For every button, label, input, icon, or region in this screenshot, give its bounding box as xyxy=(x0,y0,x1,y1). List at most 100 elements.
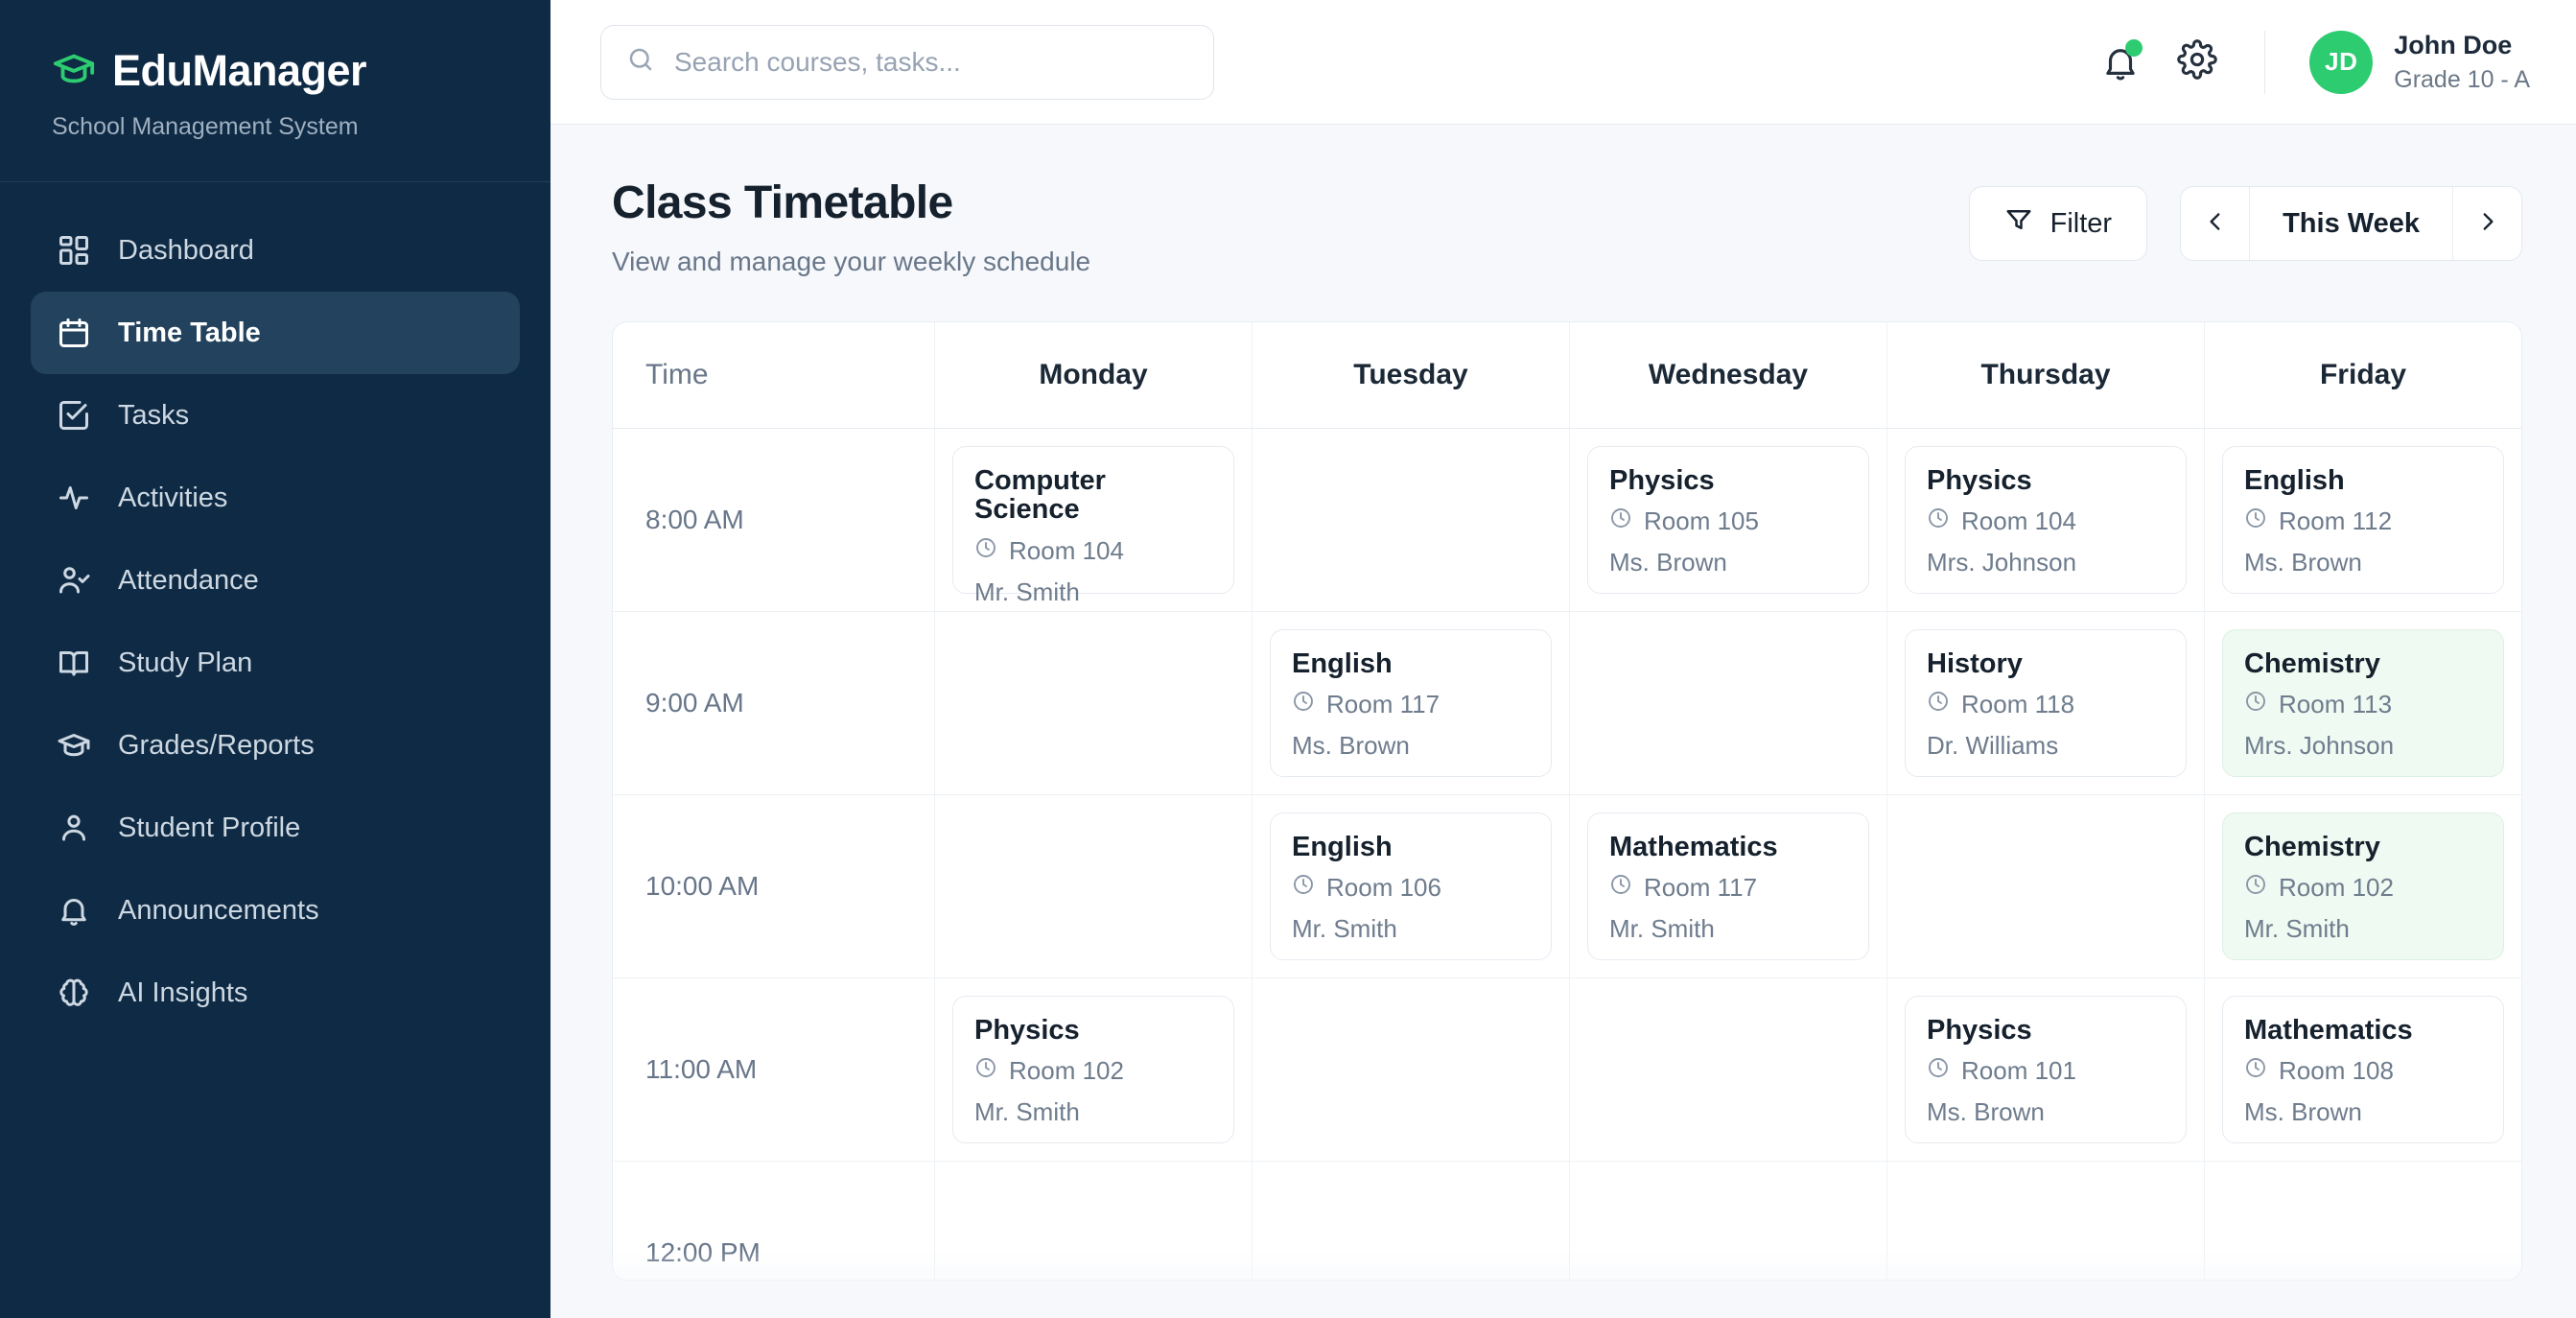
class-card[interactable]: English Room 117 Ms. Brown xyxy=(1270,629,1552,777)
timetable-header-time: Time xyxy=(613,322,935,428)
class-card[interactable]: Physics Room 101 Ms. Brown xyxy=(1905,996,2187,1143)
timetable-header-thursday: Thursday xyxy=(1887,322,2205,428)
gear-icon xyxy=(2177,39,2218,84)
sidebar-item-announcements[interactable]: Announcements xyxy=(31,869,520,952)
sidebar-item-ai-insights[interactable]: AI Insights xyxy=(31,952,520,1034)
timetable-cell: Computer Science Room 104 Mr. Smith xyxy=(935,429,1253,611)
search-box[interactable] xyxy=(600,24,1214,100)
timetable-cell: Physics Room 101 Ms. Brown xyxy=(1887,978,2205,1161)
clock-icon xyxy=(1609,873,1632,903)
brain-icon xyxy=(56,975,92,1011)
sidebar-item-tasks[interactable]: Tasks xyxy=(31,374,520,457)
class-room-label: Room 102 xyxy=(2279,873,2394,903)
sidebar-item-label: Student Profile xyxy=(118,812,301,843)
class-card[interactable]: English Room 106 Mr. Smith xyxy=(1270,812,1552,960)
sidebar-item-label: Grades/Reports xyxy=(118,729,315,761)
timetable-cell: Chemistry Room 102 Mr. Smith xyxy=(2205,795,2521,977)
class-room-label: Room 108 xyxy=(2279,1056,2394,1086)
class-teacher: Mr. Smith xyxy=(974,577,1080,606)
sidebar-item-student-profile[interactable]: Student Profile xyxy=(31,787,520,869)
week-label[interactable]: This Week xyxy=(2283,207,2420,239)
clock-icon xyxy=(1292,873,1315,903)
timetable-cell xyxy=(935,1162,1253,1280)
class-teacher: Mrs. Johnson xyxy=(2244,731,2395,761)
search-input[interactable] xyxy=(674,46,1188,78)
class-subject: Mathematics xyxy=(1609,832,1778,862)
class-card[interactable]: Mathematics Room 117 Mr. Smith xyxy=(1587,812,1869,960)
brand-tagline: School Management System xyxy=(52,113,359,140)
class-subject: Physics xyxy=(974,1015,1080,1046)
clock-icon xyxy=(974,1056,997,1086)
class-card[interactable]: English Room 112 Ms. Brown xyxy=(2222,446,2504,594)
class-card[interactable]: Physics Room 105 Ms. Brown xyxy=(1587,446,1869,594)
time-label: 8:00 AM xyxy=(613,429,935,611)
class-subject: Mathematics xyxy=(2244,1015,2413,1046)
activity-icon xyxy=(56,480,92,516)
timetable-cell xyxy=(1253,429,1570,611)
timetable-cell xyxy=(935,795,1253,977)
grid-icon xyxy=(56,232,92,269)
column-header-label: Thursday xyxy=(1980,359,2111,390)
sidebar-item-grades-reports[interactable]: Grades/Reports xyxy=(31,704,520,787)
timetable-header-tuesday: Tuesday xyxy=(1253,322,1570,428)
timetable-cell: Chemistry Room 113 Mrs. Johnson xyxy=(2205,612,2521,794)
class-card[interactable]: Chemistry Room 113 Mrs. Johnson xyxy=(2222,629,2504,777)
user-menu[interactable]: JD John Doe Grade 10 - A xyxy=(2309,30,2530,94)
class-card[interactable]: Physics Room 104 Mrs. Johnson xyxy=(1905,446,2187,594)
class-teacher: Ms. Brown xyxy=(1927,1097,2045,1127)
timetable-cell: English Room 106 Mr. Smith xyxy=(1253,795,1570,977)
timetable-cell xyxy=(1570,978,1887,1161)
bell-icon xyxy=(56,892,92,929)
sidebar: EduManager School Management System Dash… xyxy=(0,0,550,1318)
class-room-label: Room 104 xyxy=(1961,506,2076,536)
sidebar-item-attendance[interactable]: Attendance xyxy=(31,539,520,622)
sidebar-item-dashboard[interactable]: Dashboard xyxy=(31,209,520,292)
sidebar-item-activities[interactable]: Activities xyxy=(31,457,520,539)
class-room-label: Room 102 xyxy=(1009,1056,1124,1086)
class-card[interactable]: Mathematics Room 108 Ms. Brown xyxy=(2222,996,2504,1143)
brand-name: EduManager xyxy=(112,46,367,95)
column-header-label: Monday xyxy=(1039,359,1148,390)
class-card[interactable]: History Room 118 Dr. Williams xyxy=(1905,629,2187,777)
clock-icon xyxy=(2244,690,2267,719)
clock-icon xyxy=(1927,1056,1950,1086)
filter-button[interactable]: Filter xyxy=(1968,186,2148,261)
sidebar-item-study-plan[interactable]: Study Plan xyxy=(31,622,520,704)
timetable-body: 8:00 AM Computer Science Room 104 Mr. Smith… xyxy=(613,429,2521,1280)
header-actions: Filter This Week xyxy=(1968,177,2522,261)
sidebar-item-time-table[interactable]: Time Table xyxy=(31,292,520,374)
timetable-cell xyxy=(1570,612,1887,794)
class-card[interactable]: Computer Science Room 104 Mr. Smith xyxy=(952,446,1234,606)
notification-unread-dot xyxy=(2125,38,2143,57)
prev-week-button[interactable] xyxy=(2181,187,2251,260)
class-room-label: Room 118 xyxy=(1961,690,2075,719)
class-card[interactable]: Physics Room 102 Mr. Smith xyxy=(952,996,1234,1143)
timetable-row: 9:00 AM English Room 117 Ms. Brown History Ro… xyxy=(613,612,2521,795)
timetable-cell: Physics Room 105 Ms. Brown xyxy=(1570,429,1887,611)
clock-icon xyxy=(1292,690,1315,719)
next-week-button[interactable] xyxy=(2452,187,2521,260)
class-teacher: Mr. Smith xyxy=(974,1097,1080,1127)
class-room-label: Room 117 xyxy=(1326,690,1440,719)
sidebar-nav: Dashboard Time Table Tasks Activities xyxy=(0,182,550,1034)
class-room: Room 102 xyxy=(974,1056,1212,1086)
week-navigator: This Week xyxy=(2180,186,2522,261)
class-room: Room 104 xyxy=(1927,506,2165,536)
settings-button[interactable] xyxy=(2168,34,2226,91)
timetable-row: 10:00 AM English Room 106 Mr. Smith Mathemat… xyxy=(613,795,2521,978)
clock-icon xyxy=(974,536,997,566)
class-room: Room 118 xyxy=(1927,690,2165,719)
timetable-header-wednesday: Wednesday xyxy=(1570,322,1887,428)
time-label: 10:00 AM xyxy=(613,795,935,977)
time-label: 12:00 PM xyxy=(613,1162,935,1280)
class-card[interactable]: Chemistry Room 102 Mr. Smith xyxy=(2222,812,2504,960)
sidebar-item-label: AI Insights xyxy=(118,977,248,1008)
class-teacher: Ms. Brown xyxy=(1609,548,1727,577)
timetable-row: 11:00 AM Physics Room 102 Mr. Smith Physics R… xyxy=(613,978,2521,1162)
chevron-right-icon xyxy=(2475,209,2500,239)
class-subject: History xyxy=(1927,648,2023,679)
sidebar-item-label: Study Plan xyxy=(118,647,253,678)
notifications-button[interactable] xyxy=(2092,34,2149,91)
book-open-icon xyxy=(56,645,92,681)
